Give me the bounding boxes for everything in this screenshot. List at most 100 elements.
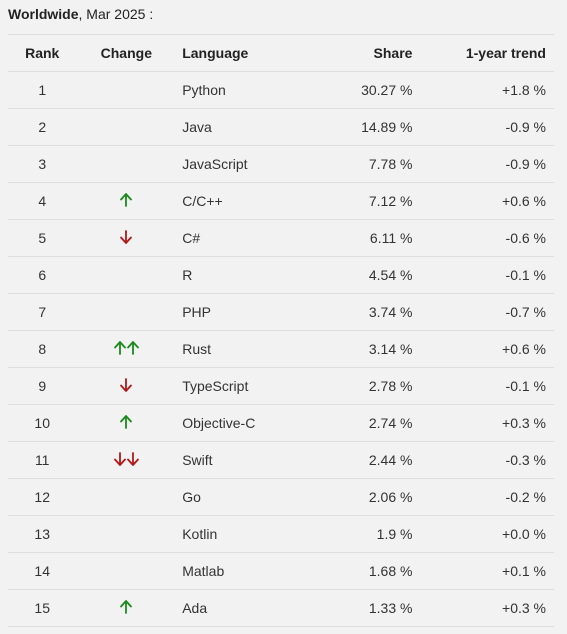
cell-trend: -0.6 % <box>412 219 554 257</box>
cell-language: C/C++ <box>176 182 319 220</box>
cell-share: 2.74 % <box>318 404 413 442</box>
table-row: 13 Kotlin 1.9 % +0.0 % <box>8 515 554 553</box>
change-indicator <box>120 229 133 244</box>
table-row: 10 Objective-C 2.74 % +0.3 % <box>8 404 554 442</box>
caption-date: , Mar 2025 : <box>78 6 154 22</box>
cell-share: 2.44 % <box>318 441 413 479</box>
cell-change <box>76 145 177 183</box>
cell-language: Rust <box>176 330 319 368</box>
table-row: 11 Swift 2.44 % -0.3 % <box>8 441 554 479</box>
table-row: 1 Python 30.27 % +1.8 % <box>8 71 554 109</box>
cell-change <box>76 108 177 146</box>
cell-change <box>76 330 177 368</box>
cell-language: Kotlin <box>176 515 319 553</box>
table-row: 2 Java 14.89 % -0.9 % <box>8 108 554 146</box>
header-language: Language <box>176 34 319 72</box>
cell-rank: 8 <box>8 330 77 368</box>
cell-trend: +0.1 % <box>412 552 554 590</box>
table-row: 6 R 4.54 % -0.1 % <box>8 256 554 294</box>
change-indicator <box>120 599 133 614</box>
cell-language: Objective-C <box>176 404 319 442</box>
arrow-up-icon <box>120 192 133 207</box>
table-caption: Worldwide, Mar 2025 : <box>8 6 153 22</box>
cell-trend: -0.7 % <box>412 293 554 331</box>
cell-trend: +0.6 % <box>412 182 554 220</box>
cell-trend: -0.3 % <box>412 441 554 479</box>
cell-rank: 4 <box>8 182 77 220</box>
cell-trend: -0.9 % <box>412 108 554 146</box>
cell-trend: +0.3 % <box>412 589 554 627</box>
arrow-up-icon <box>113 340 126 355</box>
cell-change <box>76 478 177 516</box>
cell-share: 2.06 % <box>318 478 413 516</box>
header-share: Share <box>318 34 413 72</box>
header-rank: Rank <box>8 34 77 72</box>
change-indicator <box>120 377 133 392</box>
cell-language: Go <box>176 478 319 516</box>
cell-rank: 9 <box>8 367 77 405</box>
cell-language: JavaScript <box>176 145 319 183</box>
table-row: 12 Go 2.06 % -0.2 % <box>8 478 554 516</box>
arrow-up-icon <box>120 599 133 614</box>
arrow-down-icon <box>126 451 139 466</box>
change-indicator <box>120 192 133 207</box>
cell-trend: -0.9 % <box>412 145 554 183</box>
cell-share: 30.27 % <box>318 71 413 109</box>
cell-share: 1.68 % <box>318 552 413 590</box>
cell-share: 4.54 % <box>318 256 413 294</box>
cell-language: Matlab <box>176 552 319 590</box>
cell-share: 14.89 % <box>318 108 413 146</box>
cell-change <box>76 589 177 627</box>
cell-change <box>76 182 177 220</box>
cell-rank: 3 <box>8 145 77 183</box>
cell-language: Ada <box>176 589 319 627</box>
cell-trend: -0.1 % <box>412 256 554 294</box>
table-row: 15 Ada 1.33 % +0.3 % <box>8 589 554 627</box>
cell-change <box>76 404 177 442</box>
cell-rank: 6 <box>8 256 77 294</box>
cell-rank: 12 <box>8 478 77 516</box>
arrow-up-icon <box>120 414 133 429</box>
change-indicator <box>113 451 139 466</box>
cell-share: 1.9 % <box>318 515 413 553</box>
header-change: Change <box>76 34 177 72</box>
cell-change <box>76 71 177 109</box>
cell-change <box>76 219 177 257</box>
cell-share: 3.74 % <box>318 293 413 331</box>
cell-rank: 5 <box>8 219 77 257</box>
cell-language: Swift <box>176 441 319 479</box>
cell-rank: 1 <box>8 71 77 109</box>
cell-share: 6.11 % <box>318 219 413 257</box>
cell-share: 1.33 % <box>318 589 413 627</box>
cell-share: 7.12 % <box>318 182 413 220</box>
cell-rank: 14 <box>8 552 77 590</box>
cell-trend: +1.8 % <box>412 71 554 109</box>
cell-share: 2.78 % <box>318 367 413 405</box>
cell-rank: 7 <box>8 293 77 331</box>
cell-language: R <box>176 256 319 294</box>
change-indicator <box>120 414 133 429</box>
cell-change <box>76 293 177 331</box>
arrow-up-icon <box>126 340 139 355</box>
cell-language: TypeScript <box>176 367 319 405</box>
cell-change <box>76 367 177 405</box>
cell-trend: -0.1 % <box>412 367 554 405</box>
cell-change <box>76 515 177 553</box>
arrow-down-icon <box>113 451 126 466</box>
table-row: 3 JavaScript 7.78 % -0.9 % <box>8 145 554 183</box>
table-row: 5 C# 6.11 % -0.6 % <box>8 219 554 257</box>
caption-region: Worldwide <box>8 6 79 22</box>
cell-rank: 13 <box>8 515 77 553</box>
table-row: 4 C/C++ 7.12 % +0.6 % <box>8 182 554 220</box>
header-trend: 1-year trend <box>412 34 554 72</box>
language-ranking-table: Rank Change Language Share 1-year trend … <box>8 34 554 627</box>
table-row: 8 Rust 3.14 % +0.6 % <box>8 330 554 368</box>
cell-rank: 10 <box>8 404 77 442</box>
cell-rank: 11 <box>8 441 77 479</box>
cell-trend: +0.0 % <box>412 515 554 553</box>
cell-trend: +0.6 % <box>412 330 554 368</box>
cell-trend: +0.3 % <box>412 404 554 442</box>
cell-rank: 2 <box>8 108 77 146</box>
cell-rank: 15 <box>8 589 77 627</box>
arrow-down-icon <box>120 377 133 392</box>
